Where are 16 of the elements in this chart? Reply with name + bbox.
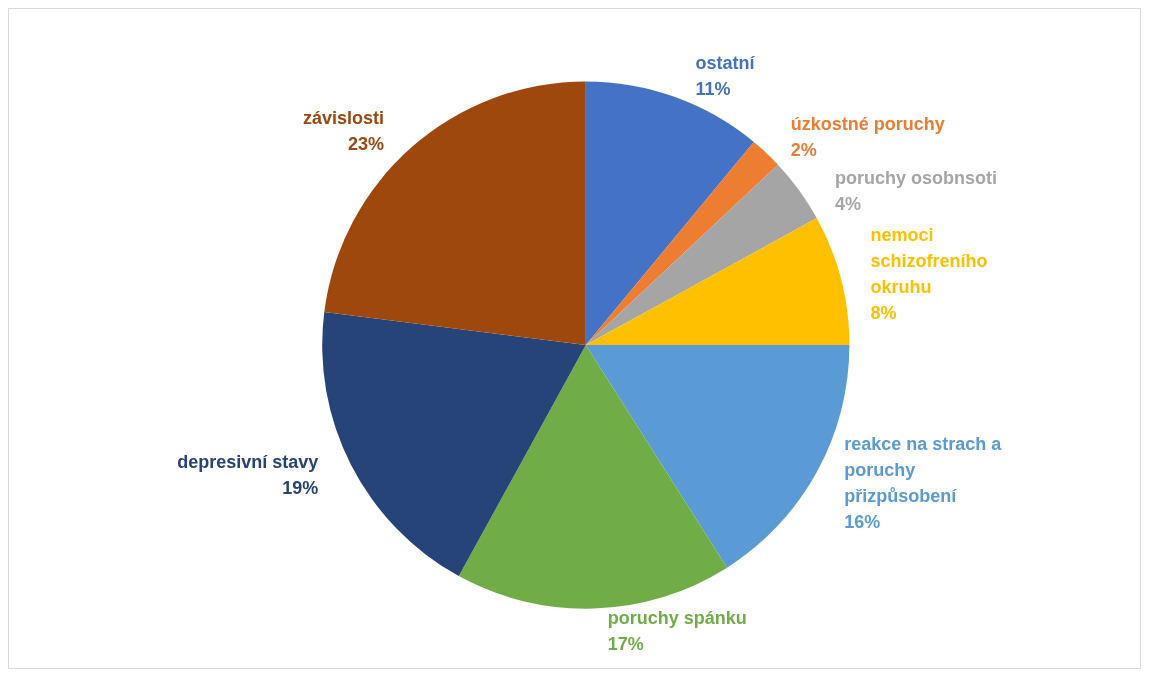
slice-label: nemoci schizofreního okruhu xyxy=(870,225,993,298)
data-label: 4% xyxy=(834,193,861,214)
slice-label: poruchy osobnsoti xyxy=(834,167,997,188)
data-label: 19% xyxy=(282,477,319,498)
data-label: 8% xyxy=(870,303,897,324)
slice-label: poruchy spánku xyxy=(607,607,747,628)
data-label: 23% xyxy=(347,133,384,154)
slice-label: reakce na strach a poruchy přizpůsobení xyxy=(844,433,1007,506)
data-label: 17% xyxy=(607,633,644,654)
data-label: 11% xyxy=(695,79,731,100)
slice-label: úzkostné poruchy xyxy=(790,113,945,134)
data-label: 2% xyxy=(790,139,817,160)
data-label: 16% xyxy=(844,511,881,532)
slice-label: závislosti xyxy=(302,107,384,128)
slice-label: ostatní xyxy=(695,53,756,74)
slice-label: depresivní stavy xyxy=(177,451,319,472)
